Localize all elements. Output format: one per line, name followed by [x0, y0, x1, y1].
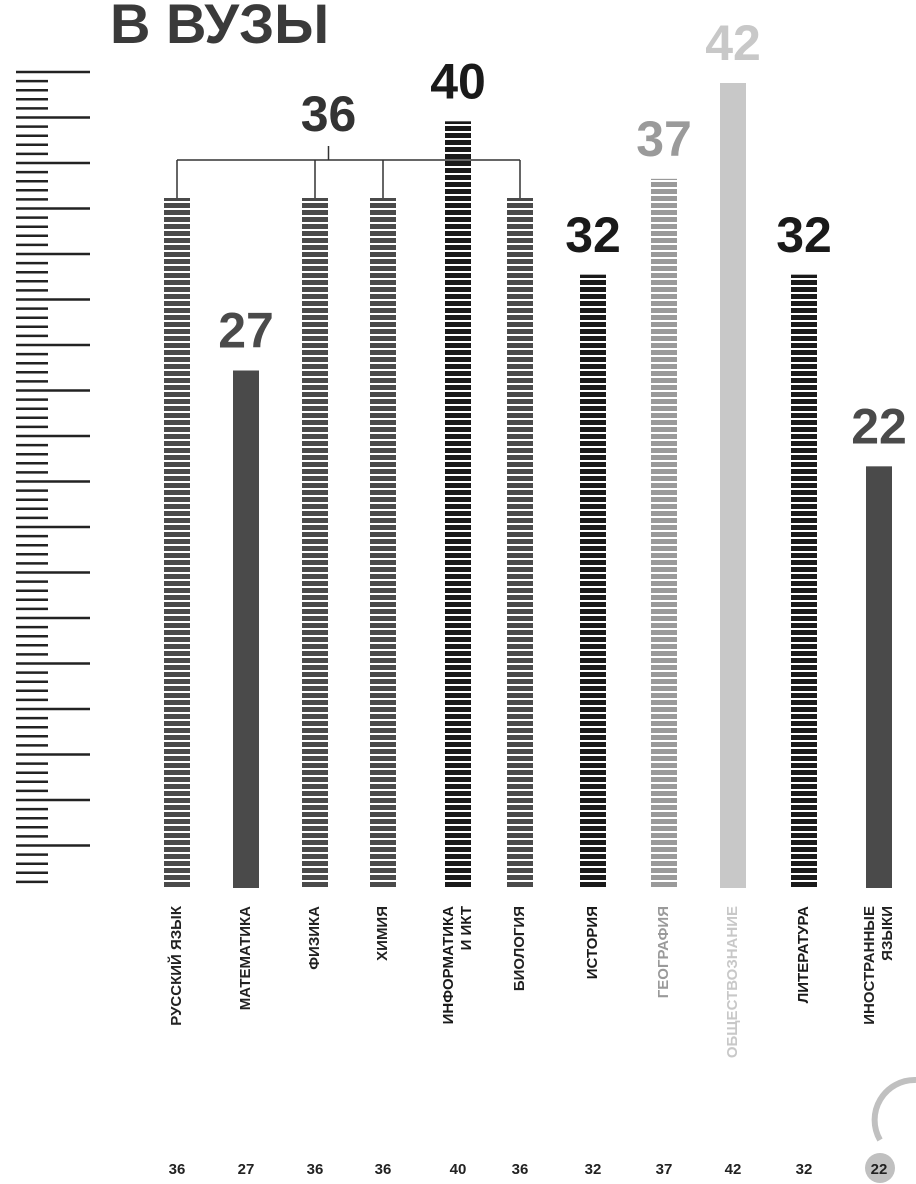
value-label: 40	[430, 54, 486, 110]
x-tick-label: ИНФОРМАТИКАИ ИКТ	[440, 906, 475, 1025]
value-label: 37	[636, 111, 692, 167]
x-tick-label: ХИМИЯ	[374, 906, 391, 961]
bottom-value: 40	[450, 1161, 467, 1178]
ruler	[16, 70, 90, 884]
bottom-value: 36	[512, 1161, 529, 1178]
x-tick-label: ФИЗИКА	[306, 906, 323, 970]
bottom-value: 22	[871, 1161, 888, 1178]
x-tick-label: ОБЩЕСТВОЗНАНИЕ	[724, 906, 741, 1058]
bar	[233, 370, 259, 888]
value-label: 36	[301, 86, 357, 142]
x-tick-label: МАТЕМАТИКА	[237, 906, 254, 1010]
bottom-value: 36	[307, 1161, 324, 1178]
bottom-value: 37	[656, 1161, 673, 1178]
x-tick-label: БИОЛОГИЯ	[511, 906, 528, 991]
bar	[791, 274, 817, 889]
bottom-value: 32	[585, 1161, 602, 1178]
x-tick-label: ЛИТЕРАТУРА	[795, 906, 812, 1003]
bar	[507, 198, 533, 888]
value-label: 32	[776, 207, 832, 263]
bottom-value: 27	[238, 1161, 255, 1178]
bar	[651, 178, 677, 889]
bottom-value: 42	[725, 1161, 742, 1178]
badge	[865, 1153, 895, 1183]
x-tick-label: ГЕОГРАФИЯ	[655, 906, 672, 998]
value-label: 32	[565, 207, 621, 263]
bottom-value: 36	[375, 1161, 392, 1178]
bar	[370, 198, 396, 888]
bar	[866, 466, 892, 888]
decor-arc	[871, 1076, 916, 1142]
bar	[580, 274, 606, 889]
value-label: 27	[218, 303, 274, 359]
value-label: 22	[851, 399, 907, 455]
bottom-value: 32	[796, 1161, 813, 1178]
chart-title: В ВУЗЫ	[110, 0, 329, 55]
bar	[302, 198, 328, 888]
bar	[445, 121, 471, 889]
bar	[164, 198, 190, 888]
bar	[720, 83, 746, 888]
bottom-value: 36	[169, 1161, 186, 1178]
x-tick-label: РУССКИЙ ЯЗЫК	[167, 905, 185, 1026]
x-tick-label: ИНОСТРАННЫЕЯЗЫКИ	[861, 906, 896, 1025]
value-label: 42	[705, 15, 761, 71]
x-tick-label: ИСТОРИЯ	[584, 906, 601, 979]
